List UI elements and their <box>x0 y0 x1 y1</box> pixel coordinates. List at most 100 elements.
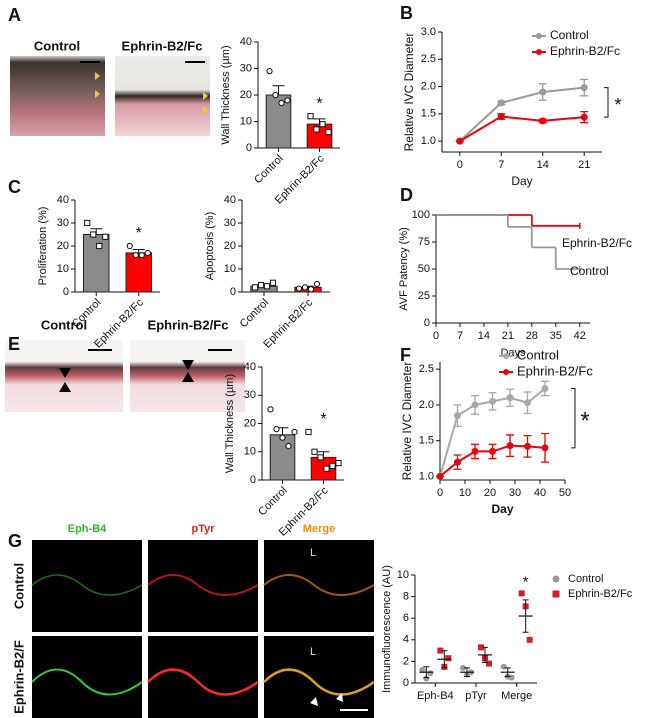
data-point <box>437 647 444 654</box>
legend-label: Control <box>550 28 589 42</box>
y-axis-label: AVF Patency (%) <box>398 227 410 311</box>
lumen-label: L <box>310 646 316 658</box>
data-point <box>518 590 525 597</box>
y-tick-label: 0 <box>424 317 430 329</box>
x-tick-label: 14 <box>537 159 549 171</box>
lumen-label: L <box>310 547 316 559</box>
data-point <box>436 472 444 480</box>
data-point <box>471 401 479 409</box>
data-point <box>84 219 91 227</box>
column-title: pTyr <box>191 523 215 535</box>
x-tick-label: pTyr <box>465 690 487 702</box>
data-point <box>524 399 531 407</box>
error-bar <box>441 650 448 669</box>
x-tick-label: Merge <box>501 690 532 702</box>
data-point <box>526 636 533 643</box>
data-point <box>138 252 145 259</box>
y-tick-label: 2.5 <box>421 53 436 65</box>
x-tick-label: 50 <box>559 487 571 499</box>
data-point <box>454 412 461 420</box>
data-point <box>285 443 292 450</box>
series-label: Control <box>570 264 609 278</box>
error-bar <box>464 667 470 678</box>
x-tick-label: 14 <box>478 330 490 342</box>
y-tick-label: 0 <box>250 474 256 486</box>
error-bar <box>423 666 430 679</box>
x-tick-label: 21 <box>578 159 590 171</box>
y-tick-label: 2.0 <box>419 399 434 411</box>
data-point <box>539 117 547 125</box>
data-point <box>580 84 588 92</box>
histology-image <box>115 56 210 136</box>
bar <box>125 252 152 293</box>
significance-mark: * <box>614 95 621 115</box>
y-tick-label: 20 <box>244 417 256 429</box>
y-axis-label: Wall Thickness (µm) <box>224 374 236 473</box>
data-point <box>313 280 321 288</box>
data-point <box>273 426 280 433</box>
y-tick-label: 1.5 <box>421 108 436 120</box>
x-axis-label: Day <box>491 502 513 516</box>
y-tick-label: 30 <box>57 217 69 229</box>
x-tick-label: 0 <box>433 330 439 342</box>
column-title: Eph-B4 <box>68 523 107 535</box>
y-tick-label: 10 <box>397 569 409 581</box>
image-title: Control <box>34 38 80 53</box>
y-tick-label: 0 <box>63 286 69 298</box>
x-tick-label: 21 <box>502 330 514 342</box>
y-tick-label: 30 <box>224 217 236 229</box>
data-point <box>319 121 326 128</box>
y-axis-label: Proliferation (%) <box>37 207 49 286</box>
data-point <box>263 283 271 290</box>
data-point <box>257 282 265 289</box>
y-tick-label: 30 <box>240 62 252 74</box>
data-point <box>497 113 505 121</box>
data-point <box>96 242 103 250</box>
panel-label: E <box>8 334 20 354</box>
data-point <box>489 447 496 455</box>
image-title: Ephrin-B2/Fc <box>122 38 203 53</box>
data-point <box>307 113 314 120</box>
legend-swatch <box>536 33 542 39</box>
data-point <box>266 68 273 75</box>
bar <box>269 434 296 481</box>
data-point <box>317 454 324 461</box>
legend-label: Ephrin-B2/Fc <box>517 363 593 378</box>
bracket <box>571 387 576 449</box>
y-tick-label: 20 <box>240 89 252 101</box>
data-point <box>90 231 97 238</box>
error-bar <box>522 599 529 633</box>
y-tick-label: 2.5 <box>419 363 434 375</box>
x-tick-label: 10 <box>459 487 471 499</box>
data-point <box>471 447 479 455</box>
legend-label: Ephrin-B2/Fc <box>568 588 633 600</box>
y-tick-label: 4 <box>403 634 409 646</box>
x-tick-label: Control <box>238 297 272 331</box>
data-point <box>305 428 312 436</box>
x-tick-label: 28 <box>526 330 538 342</box>
y-tick-label: 100 <box>412 209 430 221</box>
data-point <box>126 242 133 250</box>
row-title: Ephrin-B2/F <box>11 640 26 714</box>
image-title: Control <box>41 317 87 332</box>
legend-swatch <box>536 49 542 55</box>
y-tick-label: 2.0 <box>421 80 436 92</box>
data-point <box>541 384 549 392</box>
data-point <box>301 284 309 291</box>
legend-swatch <box>552 575 560 583</box>
series-line <box>459 115 585 142</box>
significance-mark: * <box>136 225 142 242</box>
data-point <box>478 644 484 651</box>
data-point <box>460 664 466 671</box>
data-point <box>497 99 505 107</box>
y-tick-label: 30 <box>244 389 256 401</box>
x-tick-label: 0 <box>437 487 443 499</box>
x-axis-label: Day <box>511 174 532 188</box>
data-point <box>272 91 279 99</box>
y-tick-label: 1.5 <box>419 435 434 447</box>
y-tick-label: 1.0 <box>419 470 434 482</box>
panel-label: D <box>400 185 413 205</box>
data-point <box>427 670 434 677</box>
x-tick-label: 40 <box>534 487 546 499</box>
